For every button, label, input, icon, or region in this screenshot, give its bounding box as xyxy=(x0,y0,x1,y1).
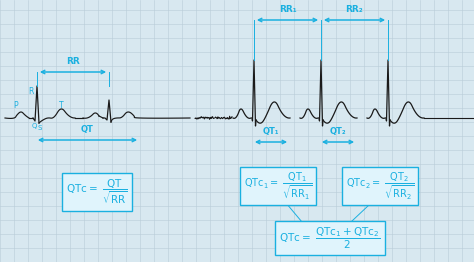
Text: $\mathrm{QTc{=}\ \dfrac{QTc_1+QTc_2}{2}}$: $\mathrm{QTc{=}\ \dfrac{QTc_1+QTc_2}{2}}… xyxy=(279,226,381,250)
Text: $\mathrm{QTc{=}\ \dfrac{QT}{\sqrt{RR}}}$: $\mathrm{QTc{=}\ \dfrac{QT}{\sqrt{RR}}}$ xyxy=(66,178,128,206)
Text: R: R xyxy=(28,88,34,96)
Text: Q: Q xyxy=(31,123,36,129)
Text: QT₂: QT₂ xyxy=(330,127,346,136)
Text: $\mathrm{QTc_1{=}\ \dfrac{QT_1}{\sqrt{RR_1}}}$: $\mathrm{QTc_1{=}\ \dfrac{QT_1}{\sqrt{RR… xyxy=(244,171,312,201)
Text: $\mathrm{QTc_2{=}\ \dfrac{QT_2}{\sqrt{RR_2}}}$: $\mathrm{QTc_2{=}\ \dfrac{QT_2}{\sqrt{RR… xyxy=(346,171,414,201)
Text: RR₂: RR₂ xyxy=(346,5,364,14)
Text: QT₁: QT₁ xyxy=(263,127,279,136)
Text: RR₁: RR₁ xyxy=(279,5,296,14)
Text: T: T xyxy=(59,101,64,110)
Text: RR: RR xyxy=(66,57,80,66)
Text: P: P xyxy=(14,101,18,111)
Text: QT: QT xyxy=(81,125,94,134)
Text: S: S xyxy=(38,125,42,131)
